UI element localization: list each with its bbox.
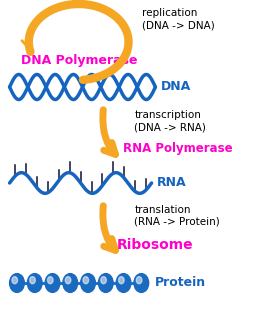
Circle shape: [134, 274, 149, 292]
Circle shape: [101, 277, 106, 284]
Text: DNA Polymerase: DNA Polymerase: [21, 54, 138, 66]
Text: (RNA -> Protein): (RNA -> Protein): [134, 217, 220, 227]
Text: translation: translation: [134, 205, 191, 215]
Circle shape: [83, 277, 89, 284]
Text: (DNA -> RNA): (DNA -> RNA): [134, 122, 206, 132]
Circle shape: [136, 277, 142, 284]
Text: transcription: transcription: [134, 110, 201, 120]
Text: Protein: Protein: [154, 276, 206, 290]
Circle shape: [116, 274, 131, 292]
Circle shape: [12, 277, 18, 284]
Text: (DNA -> DNA): (DNA -> DNA): [142, 20, 215, 30]
Circle shape: [27, 274, 42, 292]
Text: RNA Polymerase: RNA Polymerase: [123, 142, 232, 155]
Circle shape: [65, 277, 71, 284]
Circle shape: [98, 274, 113, 292]
Circle shape: [9, 274, 24, 292]
Circle shape: [30, 277, 35, 284]
Text: DNA: DNA: [161, 80, 191, 94]
Text: replication: replication: [142, 8, 197, 18]
Text: RNA: RNA: [157, 177, 187, 189]
Circle shape: [119, 277, 124, 284]
Circle shape: [47, 277, 53, 284]
Circle shape: [81, 274, 95, 292]
Circle shape: [45, 274, 60, 292]
Text: Ribosome: Ribosome: [117, 238, 194, 252]
Circle shape: [63, 274, 78, 292]
